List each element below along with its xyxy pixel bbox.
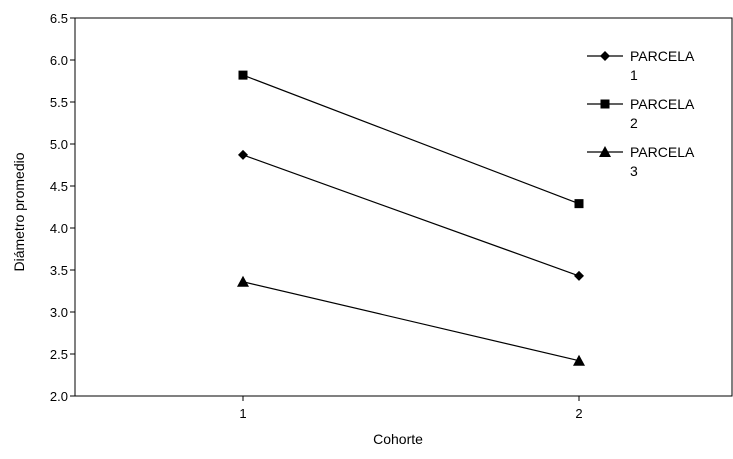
data-point-diamond — [574, 270, 584, 281]
y-tick-label: 5.5 — [50, 95, 68, 110]
legend-item-1: PARCELA 1 — [587, 48, 695, 83]
y-tick-label: 5.0 — [50, 137, 68, 152]
data-point-square — [574, 199, 584, 209]
legend-label: 3 — [630, 163, 638, 179]
y-tick-label: 2.5 — [50, 347, 68, 362]
y-tick-label: 3.0 — [50, 305, 68, 320]
legend-label: PARCELA — [630, 144, 695, 160]
legend-item-2: PARCELA 2 — [587, 96, 695, 131]
y-tick-label: 4.0 — [50, 221, 68, 236]
legend-item-3: PARCELA 3 — [587, 144, 695, 179]
plot-frame — [74, 17, 733, 397]
y-tick-label: 3.5 — [50, 263, 68, 278]
data-point-diamond — [238, 149, 248, 160]
series-3 — [237, 275, 585, 366]
y-axis-ticks: 2.0 2.5 3.0 3.5 4.0 4.5 5.0 5.5 6.0 6.5 — [50, 11, 75, 404]
y-axis-title: Diámetro promedio — [11, 152, 27, 271]
series-layer — [237, 70, 585, 366]
legend-marker-triangle — [599, 146, 611, 157]
series-2 — [238, 70, 584, 209]
y-tick-label: 6.0 — [50, 53, 68, 68]
series-line — [242, 74, 580, 205]
x-tick-label: 2 — [575, 406, 582, 421]
data-point-triangle — [237, 275, 249, 287]
legend-label: 2 — [630, 115, 638, 131]
legend-marker-square — [600, 99, 610, 109]
y-tick-label: 4.5 — [50, 179, 68, 194]
legend-label: PARCELA — [630, 96, 695, 112]
x-axis-title: Cohorte — [373, 431, 423, 447]
series-line — [242, 281, 580, 362]
series-line — [242, 154, 580, 277]
y-tick-label: 6.5 — [50, 11, 68, 26]
legend-marker-diamond — [600, 51, 610, 61]
legend-label: PARCELA — [630, 48, 695, 64]
legend: PARCELA 1 PARCELA 2 PARCELA 3 — [587, 48, 695, 179]
series-1 — [238, 149, 584, 281]
x-tick-label: 1 — [239, 406, 246, 421]
data-point-triangle — [573, 354, 585, 366]
legend-label: 1 — [630, 67, 638, 83]
y-tick-label: 2.0 — [50, 389, 68, 404]
data-point-square — [238, 70, 248, 80]
plot-area — [74, 17, 733, 397]
